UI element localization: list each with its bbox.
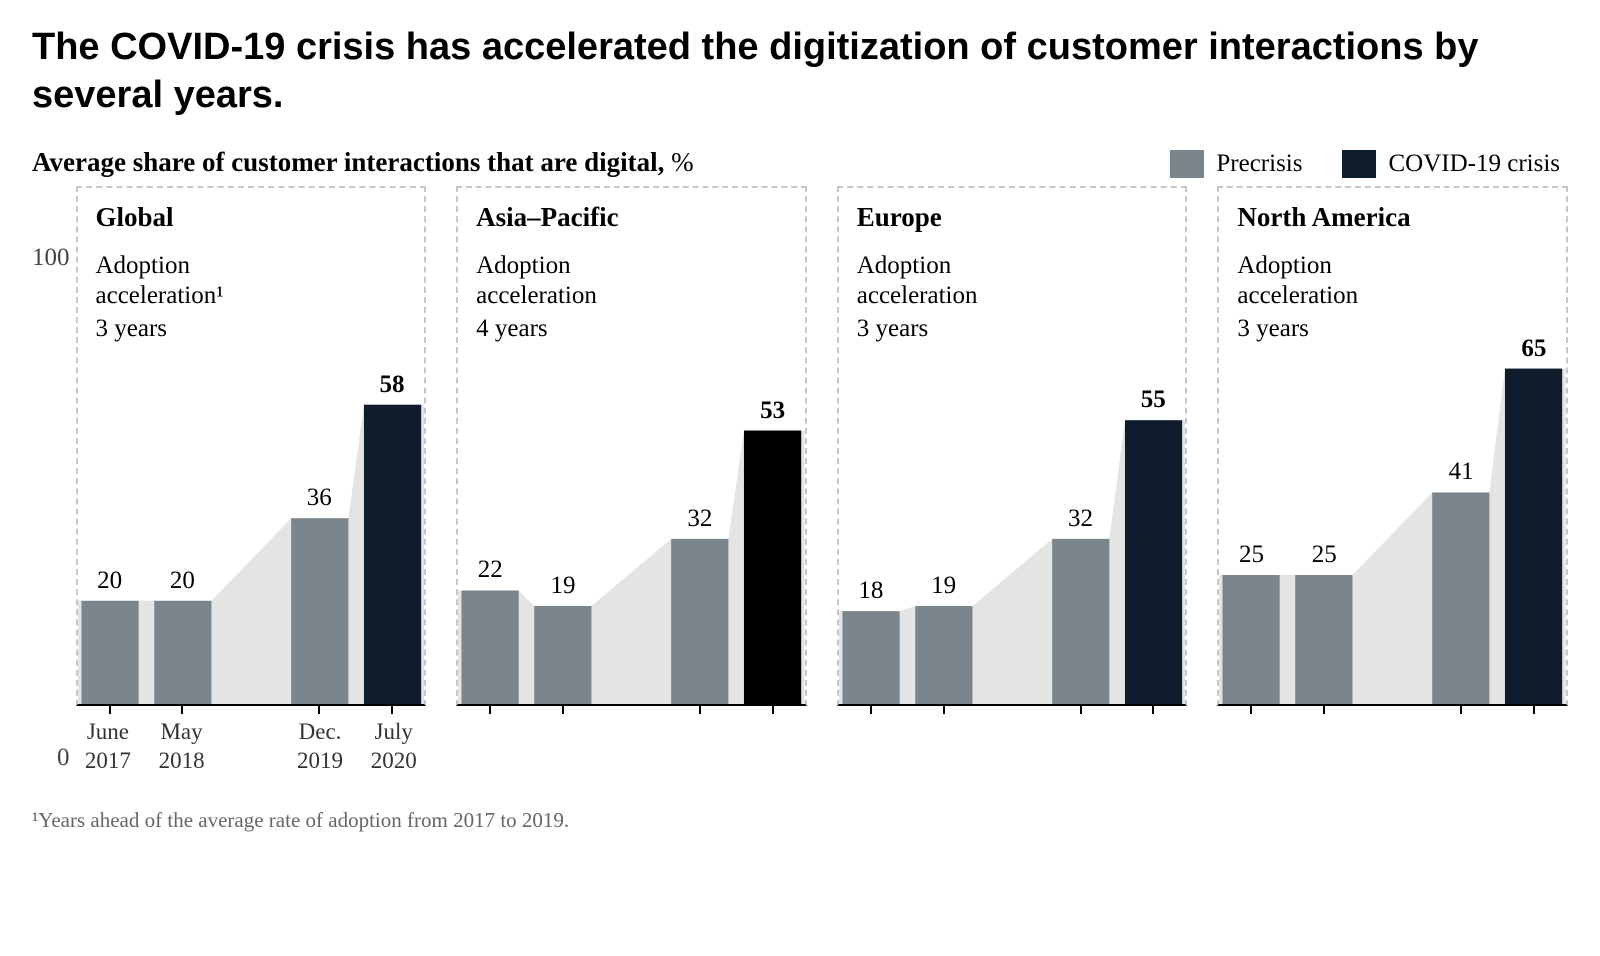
bar-value-label: 25	[1239, 541, 1264, 569]
x-axis	[456, 712, 807, 772]
chart-panel: 18 19 32 55 Europe Adoptionacceleration 3 year…	[837, 186, 1188, 706]
panel-sub-line: Adoption	[476, 251, 793, 281]
legend-label-crisis: COVID-19 crisis	[1388, 150, 1560, 178]
legend-label-precrisis: Precrisis	[1216, 150, 1302, 178]
chart-title: The COVID-19 crisis has accelerated the …	[32, 24, 1568, 119]
bar-value-label: 18	[858, 577, 883, 605]
x-axis-label: May 2018	[159, 718, 205, 776]
panel: 18 19 32 55 Europe Adoptionacceleration 3 year…	[837, 186, 1188, 772]
panel-header: Europe Adoptionacceleration 3 years	[857, 202, 1174, 343]
chart-panel: 25254165North AmericaAdoptionacceleratio…	[1217, 186, 1568, 706]
panel-acceleration-value: 4 years	[476, 315, 793, 343]
x-axis	[837, 712, 1188, 772]
bar-value-label: 19	[931, 572, 956, 600]
bar-value-label: 53	[760, 397, 785, 425]
footnote: ¹Years ahead of the average rate of adop…	[32, 808, 1568, 833]
panel-header: Asia–Pacific Adoptionacceleration 4 years	[476, 202, 793, 343]
y-axis: 100 0	[32, 244, 70, 772]
y-axis-max: 100	[32, 244, 70, 272]
panel-sub-line: acceleration	[476, 281, 793, 311]
bar-value-label: 32	[1068, 505, 1093, 533]
panels-container: 20203658GlobalAdoptionacceleration¹3 yea…	[76, 186, 1569, 772]
panel-header: North America Adoptionacceleration 3 years	[1237, 202, 1554, 343]
charts-row: 100 0 20203658GlobalAdoptionacceleration…	[32, 186, 1568, 772]
panel-title: Asia–Pacific	[476, 202, 793, 233]
bar-value-label: 22	[478, 556, 503, 584]
legend-swatch-precrisis	[1170, 150, 1204, 178]
subtitle-row: Average share of customer interactions t…	[32, 147, 1568, 178]
panel-sub-line: acceleration¹	[96, 281, 413, 311]
subtitle-bold: Average share of customer interactions t…	[32, 147, 664, 177]
panel-header: Global Adoptionacceleration¹ 3 years	[96, 202, 413, 343]
panel: 22 19 32 53 Asia–Pacific Adoptionacceleration…	[456, 186, 807, 772]
panel-title: Europe	[857, 202, 1174, 233]
x-axis-label: June 2017	[85, 718, 131, 776]
chart-panel: 20 20 36 58 Global Adoptionacceleration¹ 3 yea…	[76, 186, 427, 706]
panel-title: North America	[1237, 202, 1554, 233]
y-axis-min: 0	[57, 744, 70, 772]
subtitle-unit: %	[664, 147, 693, 177]
chart-panel: 22 19 32 53 Asia–Pacific Adoptionacceleration…	[456, 186, 807, 706]
panel-acceleration-value: 3 years	[96, 315, 413, 343]
bar-value-label: 19	[550, 572, 575, 600]
panel-sub-line: acceleration	[1237, 281, 1554, 311]
x-axis: June 2017May 2018Dec. 2019July 2020	[76, 712, 427, 772]
panel-sub-line: Adoption	[1237, 251, 1554, 281]
x-axis-label: July 2020	[371, 718, 417, 776]
panel-sub-line: acceleration	[857, 281, 1174, 311]
legend-item-crisis: COVID-19 crisis	[1342, 150, 1560, 178]
bar-value-label: 32	[687, 505, 712, 533]
bar-value-label: 20	[97, 567, 122, 595]
panel-acceleration-value: 3 years	[857, 315, 1174, 343]
bar-value-label: 20	[170, 567, 195, 595]
bar-value-label: 36	[307, 484, 332, 512]
panel-acceleration-value: 3 years	[1237, 315, 1554, 343]
legend-item-precrisis: Precrisis	[1170, 150, 1302, 178]
legend: Precrisis COVID-19 crisis	[1170, 150, 1560, 178]
x-axis-label: Dec. 2019	[297, 718, 343, 776]
x-axis	[1217, 712, 1568, 772]
panel: 25254165North AmericaAdoptionacceleratio…	[1217, 186, 1568, 772]
bar-value-label: 25	[1312, 541, 1337, 569]
bar-value-label: 58	[380, 371, 405, 399]
bar-value-label: 41	[1449, 458, 1474, 486]
panel-title: Global	[96, 202, 413, 233]
chart-subtitle: Average share of customer interactions t…	[32, 147, 694, 178]
panel-sub-line: Adoption	[857, 251, 1174, 281]
legend-swatch-crisis	[1342, 150, 1376, 178]
panel-sub-line: Adoption	[96, 251, 413, 281]
panel: 20 20 36 58 Global Adoptionacceleration¹ 3 yea…	[76, 186, 427, 772]
bar-value-label: 55	[1141, 386, 1166, 414]
